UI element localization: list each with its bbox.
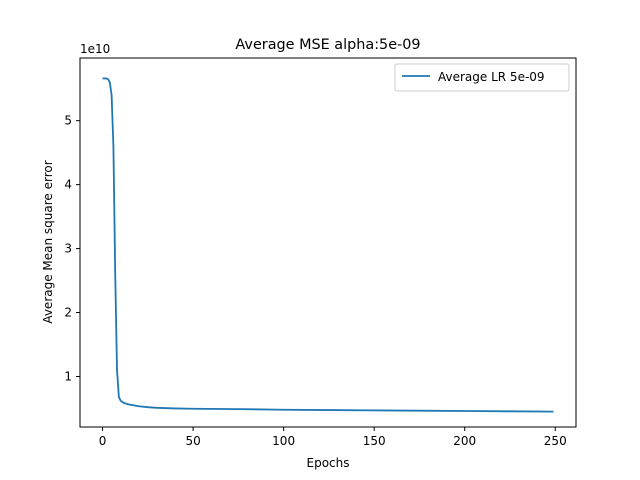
x-tick-label: 100 [272,434,295,448]
y-axis-label: Average Mean square error [41,160,55,323]
y-tick-label: 4 [64,178,72,192]
y-tick-label: 5 [64,114,72,128]
legend: Average LR 5e-09 [394,63,570,92]
axes-frame [79,57,577,428]
y-tick-label: 3 [64,242,72,256]
y-offset-label: 1e10 [80,42,110,56]
x-tick-label: 50 [185,434,200,448]
series-line-0 [102,77,554,413]
y-tick-label: 2 [64,306,72,320]
legend-box [394,63,570,92]
x-tick-label: 0 [99,434,107,448]
x-tick-label: 250 [544,434,567,448]
x-axis-label: Epochs [307,456,350,470]
x-tick-label: 200 [453,434,476,448]
legend-label: Average LR 5e-09 [438,70,545,84]
x-tick-label: 150 [363,434,386,448]
y-tick-label: 1 [64,369,72,383]
plot-area: 0 50 100 150 200 250 1 2 3 4 5 [64,57,577,448]
chart-title: Average MSE alpha:5e-09 [235,37,420,53]
